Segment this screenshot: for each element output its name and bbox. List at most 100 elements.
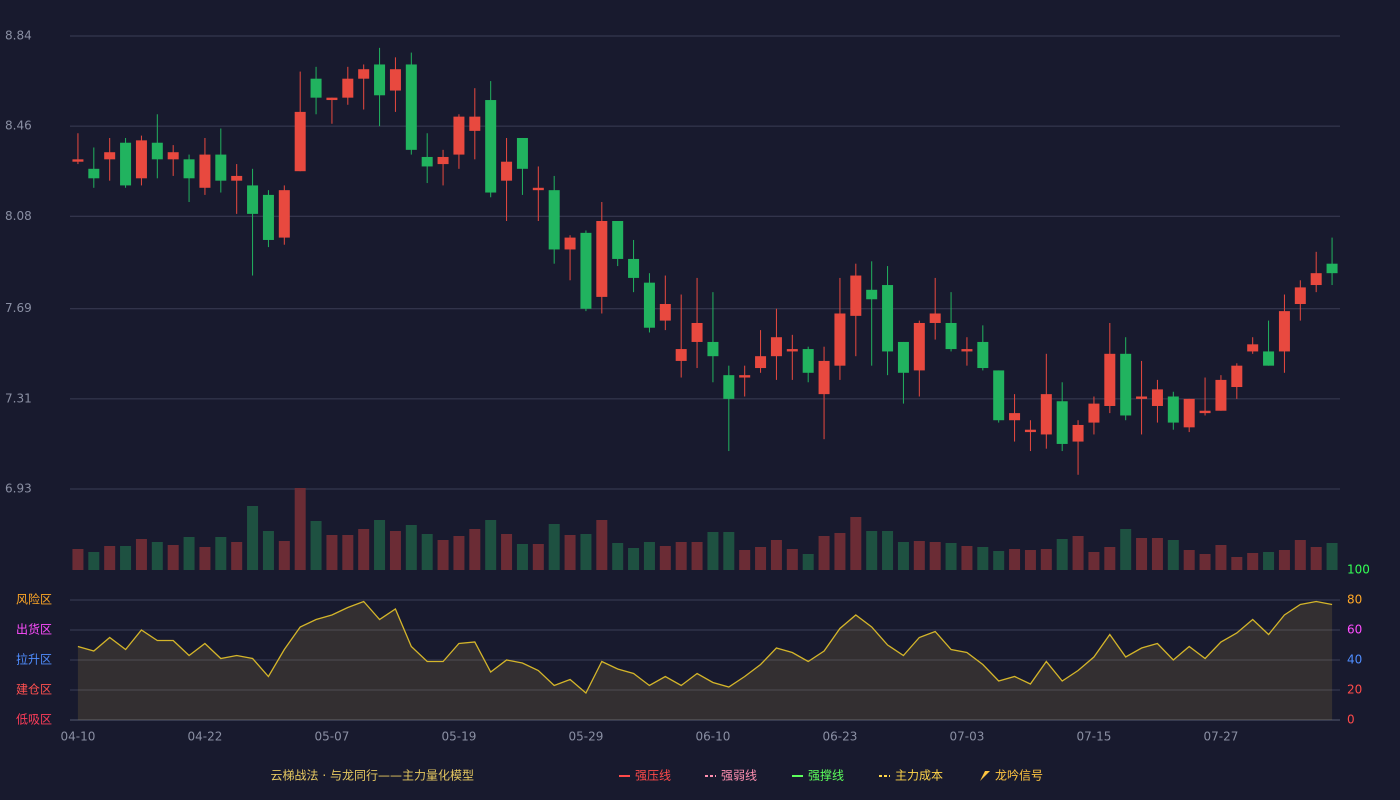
candle-body [1310,273,1322,286]
volume-bar [564,535,576,570]
volume-bar [405,525,417,570]
legend-label: 龙吟信号 [995,768,1043,783]
volume-bar [770,540,782,570]
y2-tick-label: 80 [1347,593,1362,607]
x-tick-label: 05-29 [569,730,604,744]
candle-body [310,78,322,98]
candle-body [167,152,179,160]
x-tick-label: 07-03 [950,730,985,744]
volume-bar [929,542,941,570]
candle-body [1278,311,1290,352]
candle-body [675,349,687,361]
volume-bar [532,544,544,570]
candle-body [485,100,497,193]
candle-body [437,156,449,165]
candle-body [786,349,798,352]
candle-body [516,137,528,169]
candle-body [770,337,782,357]
volume-bar [294,488,306,570]
volume-bar [1040,549,1052,570]
candle-body [913,322,925,371]
zone-label: 低吸区 [16,713,52,727]
candle-body [1040,394,1052,435]
y-tick-label: 8.46 [5,119,32,133]
y-tick-label: 7.31 [5,391,32,405]
y-tick-label: 8.08 [5,209,32,223]
volume-bar [1136,538,1148,570]
volume-bar [755,547,767,570]
candle-body [659,304,671,321]
candle-body [342,78,354,98]
candle-body [548,190,560,250]
legend-label: 强压线 [635,769,671,783]
candle-body [945,322,957,350]
candle-body [1009,413,1021,421]
candle-body [580,232,592,309]
candle-body [739,375,751,378]
indicator-line [77,600,1333,695]
candle-body [405,64,417,150]
legend-label: 强撑线 [808,768,844,783]
candle-body [834,313,846,366]
volume-bar [802,554,814,570]
x-tick-label: 04-10 [61,730,96,744]
candle-body [707,341,719,357]
candle-body [88,168,100,179]
candle-body [501,161,513,181]
x-tick-label: 06-10 [696,730,731,744]
x-tick-label: 07-15 [1077,730,1112,744]
volume-bar [818,536,830,570]
zone-label: 风险区 [16,592,52,607]
candle-body [1231,365,1243,388]
volume-bar [961,546,973,570]
volume-bar [612,543,624,570]
y2-tick-label: 20 [1347,683,1362,697]
volume-bar [358,529,370,570]
candle-body [278,190,290,238]
volume-bar [723,532,735,570]
y2-tick-label: 100 [1347,563,1370,577]
candle-body [977,341,989,369]
y2-tick-label: 0 [1347,713,1355,727]
candle-body [1326,263,1338,274]
volume-bar [977,547,989,570]
volume-bar [1278,550,1290,570]
candle-body [1024,429,1036,433]
x-tick-label: 04-22 [188,730,223,744]
volume-bar [389,531,401,570]
indicator-area [77,601,1333,720]
candle-body [1183,398,1195,428]
volume-bar [199,547,211,570]
y-tick-label: 7.69 [5,301,32,315]
x-tick-label: 07-27 [1204,730,1239,744]
candle-body [564,237,576,250]
volume-bar [643,542,655,570]
volume-bar [1231,557,1243,570]
candle-body [231,175,243,181]
candle-body [1056,401,1068,444]
zone-label: 建仓区 [16,683,52,697]
candle-body [72,159,84,162]
volume-bar [1167,540,1179,570]
volume-bar [834,533,846,570]
volume-bar [151,542,163,570]
volume-bar [882,531,894,570]
candle-body [1294,287,1306,305]
candle-body [104,152,116,160]
volume-bar [1056,539,1068,570]
x-tick-label: 06-23 [823,730,858,744]
candle-body [532,187,544,191]
volume-bar [659,546,671,570]
candle-body [628,258,640,278]
volume-bar [1009,549,1021,570]
volume-bar [1088,552,1100,570]
volume-bar [278,541,290,570]
volume-bar [135,539,147,570]
candle-body [1151,389,1163,406]
volume-bar [374,520,386,570]
candle-body [247,185,259,214]
volume-bar [993,551,1005,570]
candle-body [882,285,894,352]
volume-bar [580,534,592,570]
